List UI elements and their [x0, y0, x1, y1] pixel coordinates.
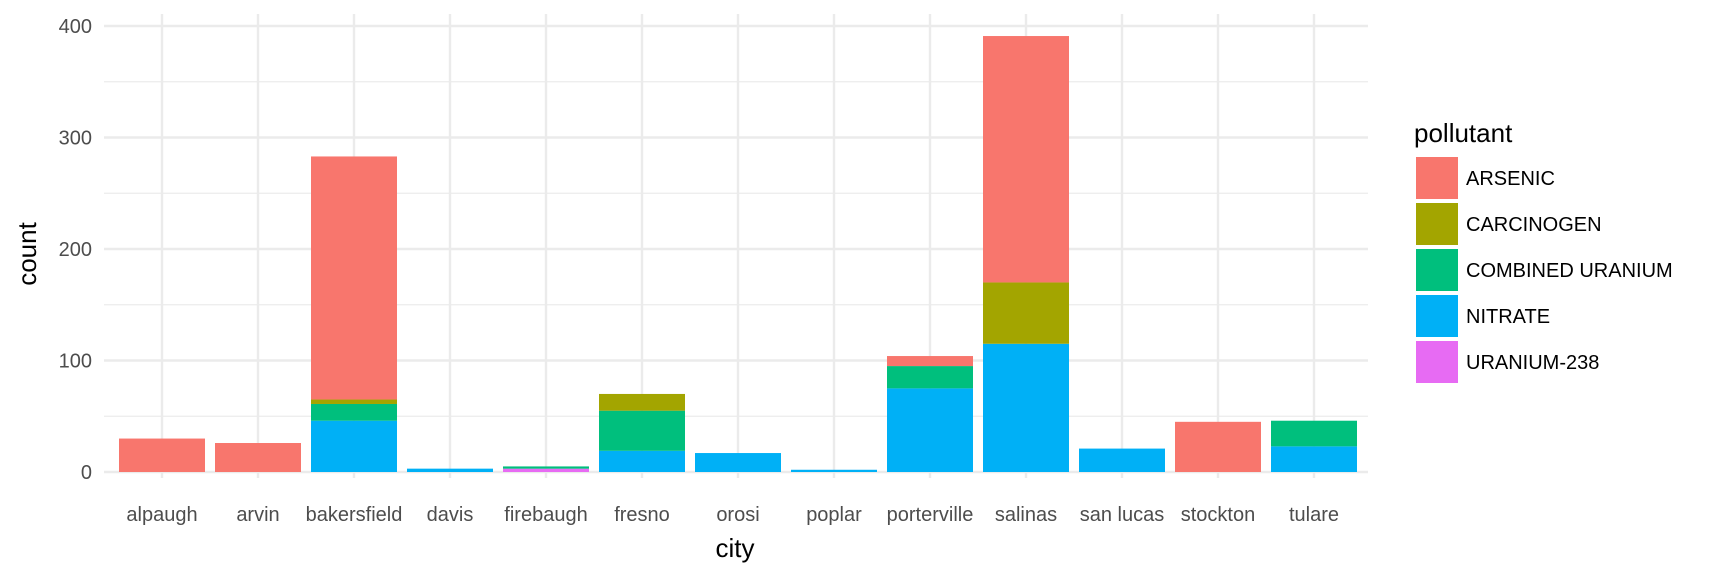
y-axis-ticks: 0 100 200 300 400	[59, 16, 92, 484]
bar-segment-combined-uranium	[599, 410, 685, 451]
bar-segment-arsenic	[983, 36, 1069, 283]
legend-swatch	[1416, 341, 1458, 383]
x-tick-label: stockton	[1181, 504, 1255, 526]
x-tick-label: fresno	[614, 504, 670, 526]
x-tick-label: firebaugh	[504, 504, 587, 526]
x-tick-label: davis	[427, 504, 474, 526]
bar-segment-nitrate	[791, 469, 877, 472]
bar-segment-nitrate	[887, 388, 973, 472]
bar-segment-nitrate	[407, 468, 493, 472]
legend-swatch	[1416, 295, 1458, 337]
bar-segment-nitrate	[695, 453, 781, 472]
bar-segment-arsenic	[1175, 421, 1261, 472]
bar-segment-arsenic	[215, 443, 301, 472]
bar-segment-arsenic	[311, 156, 397, 400]
bars	[119, 36, 1357, 472]
bar-segment-arsenic	[119, 438, 205, 472]
bar-segment-combined-uranium	[887, 366, 973, 389]
bar-segment-carcinogen	[311, 399, 397, 404]
bar-segment-combined-uranium	[503, 466, 589, 469]
legend-items: ARSENIC CARCINOGEN COMBINED URANIUM NITRATE…	[1416, 157, 1673, 383]
y-tick-label: 0	[81, 462, 92, 484]
x-tick-label: arvin	[236, 504, 279, 526]
bar-segment-nitrate	[1271, 446, 1357, 472]
y-tick-label: 400	[59, 16, 92, 38]
bar-segment-arsenic	[887, 356, 973, 367]
x-tick-label: san lucas	[1080, 504, 1165, 526]
legend-label: URANIUM-238	[1466, 352, 1599, 374]
legend-label: COMBINED URANIUM	[1466, 260, 1673, 282]
x-tick-label: orosi	[716, 504, 759, 526]
legend-title: pollutant	[1414, 118, 1513, 148]
legend-swatch	[1416, 203, 1458, 245]
legend-label: NITRATE	[1466, 306, 1550, 328]
legend: pollutant ARSENIC CARCINOGEN COMBINED URAN…	[1414, 118, 1673, 383]
legend-label: CARCINOGEN	[1466, 214, 1602, 236]
x-tick-label: porterville	[887, 504, 974, 526]
bar-segment-nitrate	[1079, 448, 1165, 472]
bar-segment-combined-uranium	[1271, 420, 1357, 447]
bar-segment-nitrate	[983, 343, 1069, 472]
legend-swatch	[1416, 157, 1458, 199]
legend-label: ARSENIC	[1466, 168, 1555, 190]
x-tick-label: bakersfield	[306, 504, 403, 526]
bar-segment-carcinogen	[599, 393, 685, 411]
legend-swatch	[1416, 249, 1458, 291]
x-axis-ticks: alpaugh arvin bakersfield davis firebaugh fre…	[126, 504, 1339, 526]
bar-segment-uranium-238	[503, 468, 589, 472]
y-tick-label: 200	[59, 239, 92, 261]
x-tick-label: alpaugh	[126, 504, 197, 526]
major-gridlines	[104, 14, 1368, 478]
bar-segment-combined-uranium	[311, 403, 397, 421]
x-tick-label: salinas	[995, 504, 1057, 526]
bar-segment-nitrate	[311, 420, 397, 472]
bar-segment-carcinogen	[983, 282, 1069, 344]
y-axis-title: count	[12, 221, 42, 285]
y-tick-label: 100	[59, 351, 92, 373]
bar-segment-nitrate	[599, 450, 685, 472]
x-tick-label: poplar	[806, 504, 862, 526]
y-tick-label: 300	[59, 128, 92, 150]
x-axis-title: city	[716, 533, 755, 563]
x-tick-label: tulare	[1289, 504, 1339, 526]
